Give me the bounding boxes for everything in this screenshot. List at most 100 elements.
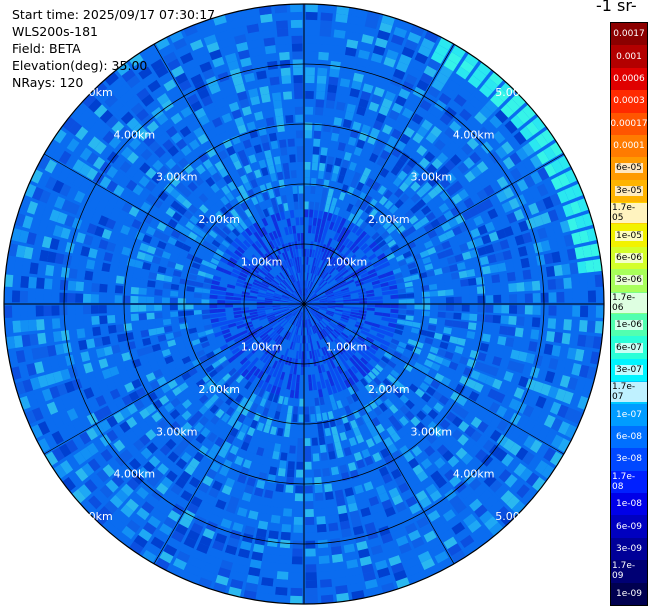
ray-gate: [444, 319, 454, 327]
ray-gate: [239, 98, 250, 109]
ray-gate: [388, 109, 400, 121]
ray-gate: [75, 467, 89, 482]
range-ring-label: 5.00km: [495, 510, 537, 523]
ray-gate: [160, 476, 174, 489]
ray-gate: [336, 400, 344, 409]
ray-gate: [58, 150, 72, 165]
ray-gate: [382, 124, 393, 135]
ray-gate: [220, 382, 230, 392]
ray-gate: [399, 445, 410, 456]
ray-gate: [240, 397, 249, 407]
ray-gate: [346, 559, 359, 569]
ray-gate: [417, 45, 432, 58]
ray-gate: [291, 27, 303, 36]
ray-gate: [146, 100, 160, 113]
ray-gate: [463, 157, 475, 169]
ray-gate: [189, 39, 204, 51]
ray-gate: [248, 510, 259, 520]
ray-gate: [424, 151, 436, 163]
ray-gate: [311, 225, 316, 234]
ray-gate: [528, 393, 540, 406]
ray-gate: [489, 71, 504, 86]
ray-gate: [167, 236, 178, 246]
colorbar-tick-label: 3e-09: [616, 544, 642, 555]
ray-gate: [357, 360, 366, 369]
ray-gate: [130, 286, 140, 295]
ray-gate: [365, 438, 375, 448]
ray-gate: [536, 150, 550, 165]
ray-gate: [239, 131, 250, 142]
ray-gate: [261, 235, 269, 245]
ray-gate: [354, 400, 363, 410]
ray-gate: [413, 316, 422, 322]
ray-gate: [283, 500, 293, 509]
ray-gate: [72, 244, 83, 256]
ray-gate: [363, 26, 376, 37]
ray-gate: [248, 154, 257, 164]
colorbar-segment: 0.0006: [611, 67, 647, 91]
range-ring-label: 5.00km: [495, 86, 537, 99]
ray-gate: [214, 331, 223, 338]
ray-gate: [205, 450, 217, 461]
ray-gate: [144, 180, 157, 192]
ray-gate: [375, 174, 385, 185]
ray-gate: [426, 270, 436, 278]
ray-gate: [562, 390, 574, 405]
ray-gate: [545, 265, 556, 278]
ray-gate: [59, 183, 72, 197]
ray-gate: [198, 204, 209, 214]
ray-gate: [261, 577, 274, 587]
ray-gate: [142, 73, 157, 86]
ray-gate: [304, 232, 308, 241]
ray-gate: [156, 221, 167, 232]
ray-gate: [362, 246, 372, 254]
ray-gate: [268, 165, 276, 175]
ray-gate: [263, 424, 271, 434]
ray-gate: [361, 326, 371, 333]
ray-gate: [191, 373, 202, 383]
ray-gate: [358, 268, 368, 276]
ray-gate: [157, 133, 169, 145]
ray-gate: [188, 247, 199, 256]
ray-gate: [274, 343, 281, 352]
ray-gate: [204, 389, 215, 399]
ray-gate: [212, 347, 222, 355]
ray-gate: [289, 306, 297, 310]
ray-gate: [234, 286, 243, 291]
ray-gate: [439, 406, 451, 418]
ray-gate: [224, 364, 234, 373]
ray-gate: [365, 264, 375, 272]
ray-gate: [49, 209, 61, 223]
ray-gate: [434, 119, 448, 132]
ray-gate: [479, 256, 490, 266]
ray-gate: [552, 372, 563, 386]
colorbar-segment: 3e-08: [611, 448, 647, 471]
ray-gate: [146, 495, 160, 508]
ray-gate: [228, 586, 242, 598]
ray-gate: [282, 83, 292, 92]
ray-gate: [280, 371, 286, 381]
ray-gate: [138, 222, 149, 233]
ray-gate: [312, 284, 318, 292]
ray-gate: [282, 91, 293, 100]
ray-gate: [263, 335, 271, 343]
ray-gate: [305, 90, 314, 99]
ray-gate: [411, 113, 424, 125]
ray-gate: [76, 328, 86, 339]
ray-gate: [363, 278, 372, 285]
ray-gate: [101, 262, 111, 273]
ray-gate: [352, 525, 364, 536]
ray-gate: [201, 288, 211, 294]
ray-gate: [82, 305, 92, 315]
ray-gate: [330, 172, 338, 182]
ray-gate: [477, 175, 489, 187]
ray-gate: [100, 146, 113, 160]
ray-gate: [311, 317, 317, 325]
ray-gate: [390, 299, 399, 304]
ray-gate: [142, 214, 154, 225]
ray-gate: [383, 408, 393, 419]
ray-gate: [270, 514, 281, 524]
ray-gate: [464, 412, 476, 424]
ray-gate: [296, 273, 299, 282]
ray-gate: [343, 299, 352, 302]
